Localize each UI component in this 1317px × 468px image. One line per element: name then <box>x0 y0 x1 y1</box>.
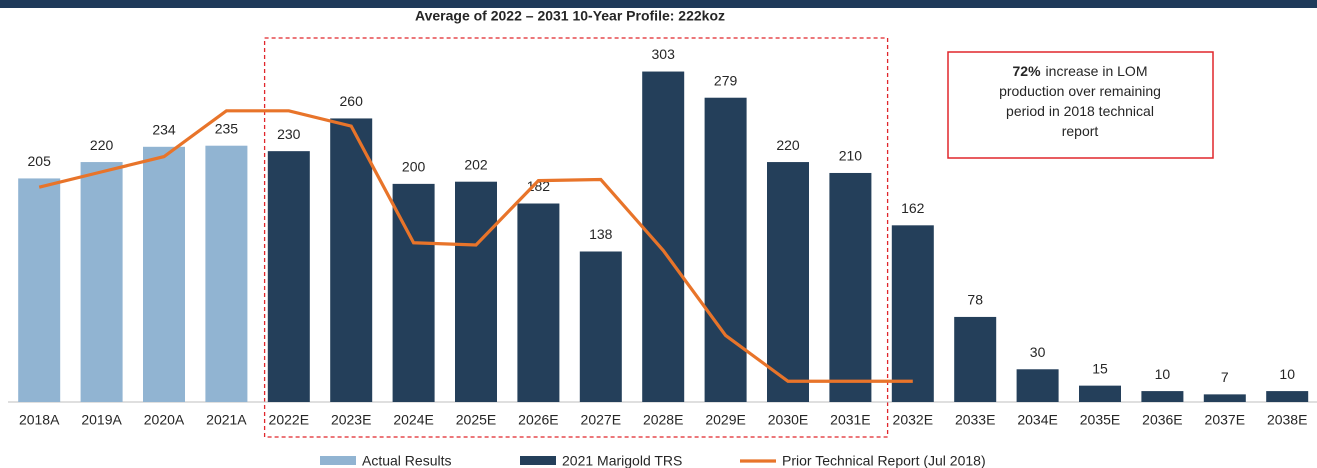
x-tick-label: 2026E <box>518 412 558 428</box>
annotation-bold: 72% <box>1013 63 1042 79</box>
x-tick-label: 2035E <box>1080 412 1120 428</box>
data-label: 220 <box>776 137 800 153</box>
legend-swatch <box>320 456 356 465</box>
x-tick-label: 2024E <box>393 412 433 428</box>
bar <box>1203 394 1246 402</box>
bar <box>517 203 560 402</box>
data-label: 220 <box>90 137 114 153</box>
data-label: 205 <box>28 153 52 169</box>
annotation-line: 72% increase in LOM <box>1013 63 1148 79</box>
chart-title: Average of 2022 – 2031 10-Year Profile: … <box>415 8 725 24</box>
annotation-text: period in 2018 technical <box>1006 103 1154 119</box>
x-tick-label: 2018A <box>19 412 60 428</box>
annotation-text: production over remaining <box>999 83 1161 99</box>
legend-label: Prior Technical Report (Jul 2018) <box>782 453 986 468</box>
data-label: 200 <box>402 159 426 175</box>
annotation-box <box>947 51 1214 159</box>
data-label: 10 <box>1155 366 1171 382</box>
data-label: 260 <box>340 93 364 109</box>
x-tick-label: 2038E <box>1267 412 1307 428</box>
data-label: 230 <box>277 126 301 142</box>
data-label: 279 <box>714 72 738 88</box>
bar <box>1016 369 1059 402</box>
data-label: 7 <box>1221 369 1229 385</box>
x-tick-label: 2037E <box>1205 412 1245 428</box>
bar <box>954 316 997 402</box>
data-label: 10 <box>1279 366 1295 382</box>
bar <box>829 172 872 402</box>
bar <box>642 71 685 403</box>
top-band <box>0 0 1317 8</box>
annotation-line: production over remaining <box>999 83 1161 99</box>
data-label: 138 <box>589 226 613 242</box>
data-label: 78 <box>967 292 983 308</box>
x-tick-label: 2036E <box>1142 412 1182 428</box>
bar <box>1266 391 1309 402</box>
x-tick-label: 2019A <box>81 412 122 428</box>
bar <box>80 162 123 402</box>
legend-label: 2021 Marigold TRS <box>562 453 682 468</box>
bar <box>330 118 373 402</box>
annotation-text: increase in LOM <box>1046 63 1148 79</box>
data-label: 30 <box>1030 344 1046 360</box>
annotation-text: report <box>1062 123 1099 139</box>
x-tick-label: 2021A <box>206 412 247 428</box>
data-label: 202 <box>464 156 488 172</box>
bar <box>704 97 747 402</box>
data-label: 303 <box>652 46 676 62</box>
x-tick-label: 2023E <box>331 412 371 428</box>
data-label: 15 <box>1092 360 1108 376</box>
line <box>38 109 913 383</box>
x-tick-label: 2028E <box>643 412 683 428</box>
annotation-line: period in 2018 technical <box>1006 103 1154 119</box>
highlight-box <box>263 37 889 438</box>
bar <box>891 225 934 402</box>
legend-swatch <box>520 456 556 465</box>
data-label: 234 <box>152 121 176 137</box>
data-label: 235 <box>215 120 239 136</box>
bar <box>205 145 248 402</box>
x-tick-label: 2032E <box>893 412 933 428</box>
annotation-line: report <box>1062 123 1099 139</box>
x-tick-label: 2020A <box>144 412 185 428</box>
bar <box>1079 385 1121 402</box>
x-tick-label: 2029E <box>705 412 745 428</box>
legend-label: Actual Results <box>362 453 451 468</box>
bar <box>1141 391 1184 402</box>
bar <box>579 251 622 402</box>
data-label: 182 <box>527 178 551 194</box>
x-tick-label: 2033E <box>955 412 995 428</box>
bar <box>455 181 497 402</box>
x-tick-label: 2025E <box>456 412 496 428</box>
bar <box>767 162 809 402</box>
x-tick-label: 2022E <box>269 412 309 428</box>
data-label: 210 <box>839 148 863 164</box>
x-tick-label: 2030E <box>768 412 808 428</box>
bar <box>18 178 61 402</box>
x-tick-label: 2027E <box>581 412 621 428</box>
bar <box>392 183 435 402</box>
bar <box>267 151 310 402</box>
data-label: 162 <box>901 200 925 216</box>
x-tick-label: 2034E <box>1017 412 1057 428</box>
bar <box>143 146 185 402</box>
x-tick-label: 2031E <box>830 412 870 428</box>
